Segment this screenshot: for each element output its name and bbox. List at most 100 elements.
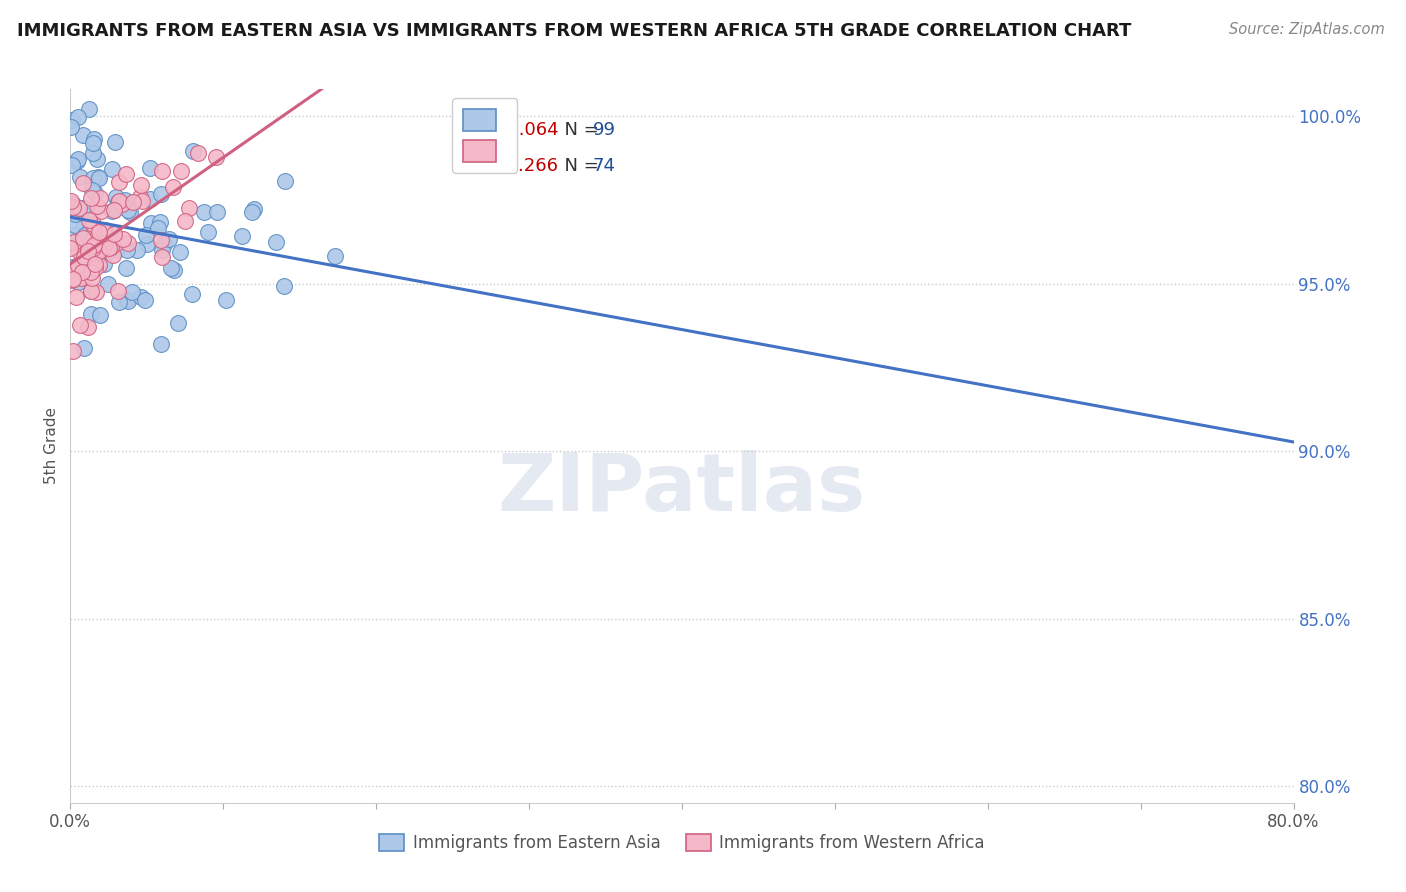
Point — [73, 228, 96, 243]
Point — [266, 235, 288, 249]
Point — [63, 218, 86, 232]
Point — [83, 245, 105, 260]
Text: 74: 74 — [592, 157, 616, 175]
Point — [112, 232, 135, 246]
Point — [103, 227, 125, 241]
Y-axis label: 5th Grade: 5th Grade — [44, 408, 59, 484]
Point — [82, 270, 104, 285]
Point — [150, 244, 173, 258]
Point — [73, 244, 96, 258]
Point — [83, 186, 105, 201]
Point — [149, 337, 172, 351]
Point — [103, 203, 125, 218]
Text: N =: N = — [554, 157, 605, 175]
Point — [162, 180, 184, 194]
Text: R =: R = — [465, 157, 505, 175]
Point — [79, 284, 101, 298]
Point — [77, 213, 100, 227]
Point — [118, 205, 141, 219]
Point — [131, 194, 153, 208]
Point — [87, 225, 110, 239]
Point — [93, 241, 115, 255]
Point — [63, 205, 86, 219]
Point — [60, 158, 83, 172]
Point — [69, 318, 91, 333]
Point — [76, 243, 98, 257]
Point — [101, 162, 124, 177]
Point — [97, 241, 120, 255]
Point — [84, 256, 107, 270]
Point — [77, 244, 100, 258]
Point — [66, 110, 89, 124]
Point — [94, 235, 117, 250]
Point — [63, 207, 86, 221]
Point — [153, 237, 176, 252]
Point — [150, 251, 173, 265]
Point — [169, 244, 191, 259]
Point — [69, 271, 91, 285]
Point — [87, 244, 110, 259]
Point — [83, 237, 105, 252]
Point — [65, 153, 87, 168]
Point — [149, 233, 172, 247]
Point — [80, 307, 103, 321]
Point — [104, 135, 127, 149]
Point — [139, 216, 162, 230]
Point — [72, 341, 94, 355]
Point — [134, 293, 156, 307]
Point — [86, 152, 108, 166]
Point — [94, 242, 117, 256]
Point — [84, 285, 107, 299]
Point — [82, 146, 104, 161]
Point — [72, 128, 94, 142]
Point — [98, 244, 121, 258]
Point — [87, 170, 110, 185]
Point — [62, 200, 84, 214]
Point — [125, 243, 148, 257]
Point — [69, 170, 91, 185]
Point — [139, 161, 162, 175]
Text: 0.266: 0.266 — [501, 157, 558, 175]
Point — [100, 239, 122, 253]
Point — [215, 293, 238, 308]
Point — [62, 236, 84, 251]
Point — [60, 194, 83, 208]
Point — [197, 225, 219, 239]
Point — [72, 221, 94, 235]
Point — [160, 260, 183, 275]
Point — [86, 236, 108, 251]
Point — [107, 284, 129, 298]
Point — [115, 244, 138, 258]
Point — [108, 175, 131, 189]
Point — [135, 228, 157, 243]
Point — [72, 231, 94, 245]
Point — [167, 317, 190, 331]
Point — [90, 203, 112, 218]
Point — [243, 202, 266, 216]
Point — [115, 167, 138, 181]
Point — [83, 220, 105, 235]
Point — [107, 195, 129, 210]
Point — [62, 343, 84, 358]
Point — [117, 235, 139, 250]
Point — [174, 213, 197, 227]
Point — [66, 258, 89, 272]
Point — [70, 265, 93, 279]
Point — [67, 201, 90, 215]
Point — [80, 265, 103, 279]
Point — [83, 260, 105, 275]
Point — [86, 199, 108, 213]
Point — [179, 201, 201, 215]
Point — [60, 272, 83, 286]
Point — [65, 262, 87, 277]
Point — [103, 203, 125, 218]
Point — [69, 244, 91, 258]
Text: 99: 99 — [592, 121, 616, 139]
Point — [73, 250, 96, 264]
Point — [76, 243, 98, 257]
Point — [101, 248, 124, 262]
Point — [72, 201, 94, 215]
Point — [121, 194, 143, 209]
Point — [114, 193, 136, 207]
Point — [80, 284, 103, 298]
